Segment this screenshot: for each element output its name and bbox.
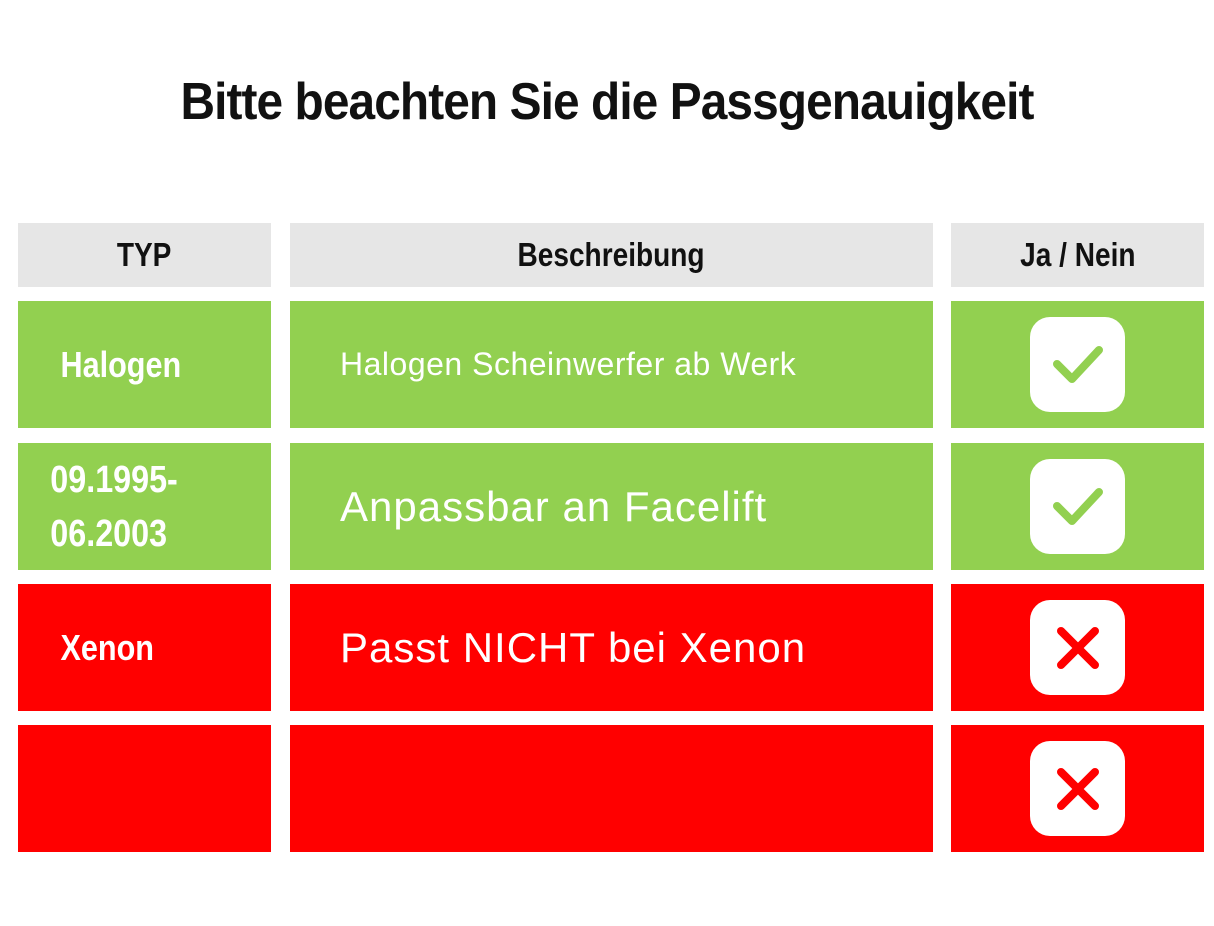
row-4-status-badge xyxy=(1030,741,1125,836)
row-1-type-cell: Halogen xyxy=(18,301,271,428)
header-type-cell: TYP xyxy=(18,223,271,287)
row-3-status-badge xyxy=(1030,600,1125,695)
row-2-description-cell: Anpassbar an Facelift xyxy=(290,443,933,570)
header-type-label: TYP xyxy=(117,236,172,273)
cross-icon xyxy=(1056,626,1099,669)
row-1-status-cell xyxy=(951,301,1204,428)
header-description-label: Beschreibung xyxy=(517,236,706,273)
row-1-status-badge xyxy=(1030,317,1125,412)
row-2-description: Anpassbar an Facelift xyxy=(340,482,768,530)
row-3-description-cell: Passt NICHT bei Xenon xyxy=(290,584,933,711)
row-3-description: Passt NICHT bei Xenon xyxy=(340,623,807,671)
row-2-status-cell xyxy=(951,443,1204,570)
row-4-status-cell xyxy=(951,725,1204,852)
check-icon xyxy=(1052,487,1103,525)
check-icon xyxy=(1052,345,1103,383)
row-4-type-cell xyxy=(18,725,271,852)
row-3-type-cell: Xenon xyxy=(18,584,271,711)
row-1-description-cell: Halogen Scheinwerfer ab Werk xyxy=(290,301,933,428)
row-3-type-label: Xenon xyxy=(60,626,155,668)
row-2-type-label: 09.1995- 06.2003 xyxy=(50,458,178,555)
row-3-status-cell xyxy=(951,584,1204,711)
cross-icon xyxy=(1056,767,1099,810)
header-description-cell: Beschreibung xyxy=(290,223,933,287)
row-2-type-cell: 09.1995- 06.2003 xyxy=(18,443,271,570)
row-4-description-cell xyxy=(290,725,933,852)
row-1-description: Halogen Scheinwerfer ab Werk xyxy=(340,346,797,382)
header-yes-no-label: Ja / Nein xyxy=(1019,236,1136,273)
row-2-status-badge xyxy=(1030,459,1125,554)
row-1-type-label: Halogen xyxy=(60,343,182,385)
header-yes-no-cell: Ja / Nein xyxy=(951,223,1204,287)
page-title: Bitte beachten Sie die Passgenauigkeit xyxy=(180,73,1034,131)
